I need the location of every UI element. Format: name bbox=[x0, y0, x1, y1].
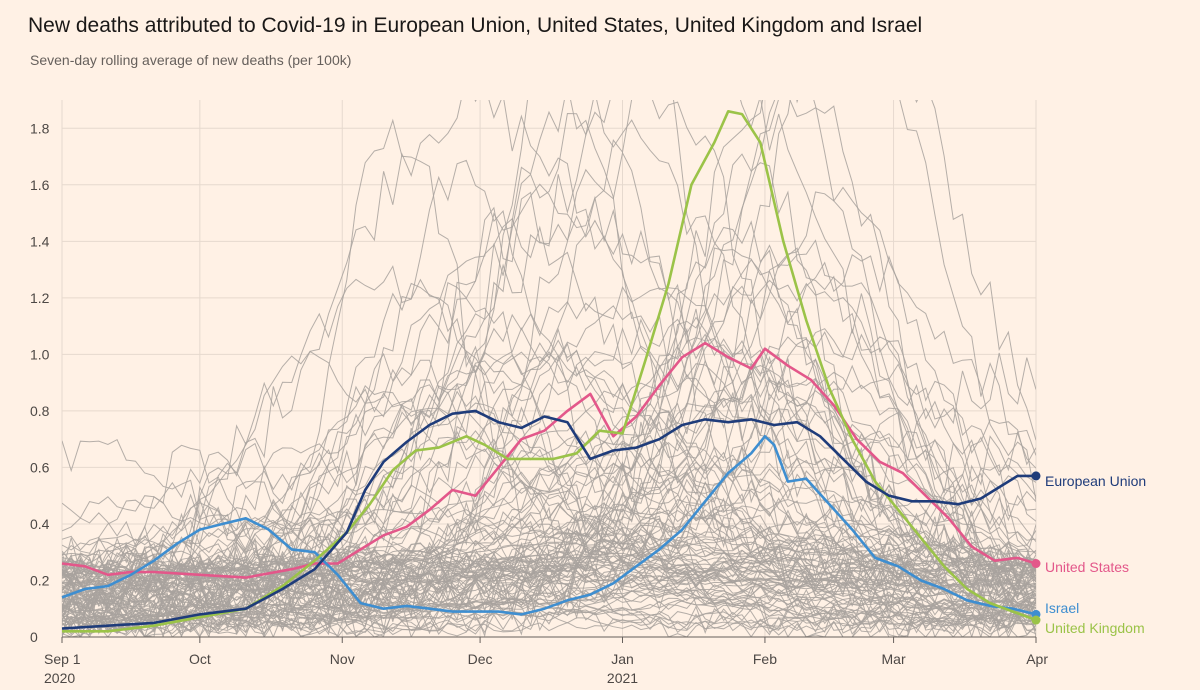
x-tick-year-label: 2020 bbox=[44, 670, 75, 686]
country-line bbox=[62, 344, 1036, 585]
x-tick-label: Oct bbox=[189, 651, 211, 667]
y-tick-label: 1.4 bbox=[30, 233, 50, 249]
series-label-us: United States bbox=[1045, 559, 1129, 575]
country-line bbox=[62, 254, 1036, 636]
x-tick-label: Apr bbox=[1026, 651, 1048, 667]
country-line bbox=[62, 365, 1036, 612]
series-endpoint-us bbox=[1031, 559, 1041, 569]
country-line bbox=[62, 356, 1036, 590]
axes: 0 0.2 0.4 0.6 0.8 1.0 1.2 1.4 1.6 1.8 Sep 1 2020 Oct… bbox=[30, 120, 1048, 686]
country-line bbox=[62, 244, 1036, 593]
country-line bbox=[62, 100, 1036, 592]
country-line bbox=[62, 550, 1036, 630]
y-tick-label: 1.0 bbox=[30, 346, 50, 362]
country-line bbox=[62, 376, 1036, 584]
country-line bbox=[62, 526, 1036, 597]
country-line bbox=[62, 465, 1036, 637]
series-label-uk: United Kingdom bbox=[1045, 620, 1145, 636]
y-tick-label: 0.8 bbox=[30, 403, 50, 419]
country-line bbox=[62, 100, 1036, 630]
country-line bbox=[62, 523, 1036, 637]
series-label-israel: Israel bbox=[1045, 600, 1079, 616]
country-line bbox=[62, 537, 1036, 573]
y-tick-label: 0.6 bbox=[30, 459, 50, 475]
country-line bbox=[62, 265, 1036, 637]
y-tick-label: 1.2 bbox=[30, 290, 50, 306]
x-tick-label: Mar bbox=[882, 651, 906, 667]
series-line-israel bbox=[61, 435, 1037, 616]
country-line bbox=[62, 555, 1036, 629]
country-line bbox=[62, 535, 1036, 609]
x-tick-label: Sep 1 bbox=[44, 651, 81, 667]
country-line bbox=[62, 462, 1036, 577]
country-line bbox=[62, 436, 1036, 616]
x-tick-label: Dec bbox=[468, 651, 493, 667]
country-line bbox=[62, 351, 1036, 595]
y-tick-label: 1.6 bbox=[30, 177, 50, 193]
country-line bbox=[62, 404, 1036, 634]
country-line bbox=[62, 350, 1036, 596]
series-endpoint-uk bbox=[1031, 615, 1041, 625]
country-line bbox=[62, 385, 1036, 597]
series-label-eu: European Union bbox=[1045, 473, 1146, 489]
y-tick-label: 0 bbox=[30, 629, 38, 645]
country-line bbox=[62, 506, 1036, 573]
country-line bbox=[62, 440, 1036, 631]
chart-title: New deaths attributed to Covid-19 in Eur… bbox=[28, 14, 923, 37]
x-tick-label: Jan bbox=[611, 651, 634, 667]
country-line bbox=[62, 390, 1036, 595]
y-tick-label: 1.8 bbox=[30, 120, 50, 136]
series-labels: United States Israel United Kingdom Europea… bbox=[1045, 473, 1146, 636]
y-tick-label: 0.4 bbox=[30, 516, 50, 532]
series-line-uk bbox=[62, 110, 1037, 633]
country-line bbox=[62, 359, 1036, 637]
country-line bbox=[62, 318, 1036, 582]
y-tick-label: 0.2 bbox=[30, 572, 50, 588]
series-line-us bbox=[61, 341, 1037, 579]
series-line-eu bbox=[61, 409, 1036, 630]
highlighted-series bbox=[61, 110, 1041, 633]
other-countries-lines bbox=[62, 100, 1036, 637]
x-tick-label: Nov bbox=[330, 651, 355, 667]
country-line bbox=[62, 485, 1036, 587]
chart-subtitle: Seven-day rolling average of new deaths … bbox=[30, 52, 352, 68]
country-line bbox=[62, 297, 1036, 594]
country-line bbox=[62, 454, 1036, 586]
x-tick-year-label: 2021 bbox=[607, 670, 638, 686]
x-tick-label: Feb bbox=[753, 651, 777, 667]
series-endpoint-eu bbox=[1031, 471, 1041, 481]
